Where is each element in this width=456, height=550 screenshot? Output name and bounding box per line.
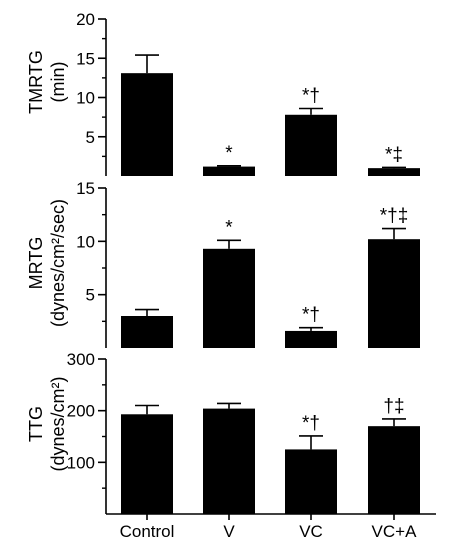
- mrtg-annotations: * *† *†‡: [225, 206, 408, 326]
- mrtg-annotation-vc: *†: [302, 305, 320, 326]
- x-label-control: Control: [120, 522, 175, 541]
- tmrtg-bar-control: [121, 73, 173, 176]
- tmrtg-ylabel-line2: (min): [48, 62, 68, 103]
- ttg-ylabel-line1: TTG: [26, 406, 46, 442]
- mrtg-bar-control: [121, 316, 173, 348]
- mrtg-bar-vc: [285, 330, 337, 348]
- ttg-bar-control: [121, 414, 173, 514]
- tmrtg-annotation-vc-a: *‡: [385, 144, 403, 165]
- mrtg-bar-v: [203, 248, 255, 348]
- tmrtg-annotation-vc: *†: [302, 85, 320, 106]
- ttg-ylabel-line2: (dynes/cm²): [48, 376, 68, 471]
- panel-tmrtg: * *† *‡ 5 10 15 20 TMRTG (min): [26, 10, 420, 176]
- ttg-annotations: *† †‡: [302, 396, 405, 434]
- ttg-annotation-vc-a: †‡: [383, 396, 404, 417]
- ttg-y-tick-label: 300: [67, 350, 95, 369]
- tmrtg-y-tick-label: 10: [76, 89, 95, 108]
- mrtg-y-tick-label: 15: [76, 179, 95, 198]
- mrtg-ylabel-line1: MRTG: [26, 237, 46, 290]
- x-axis: Control V VC VC+A: [106, 513, 436, 541]
- mrtg-annotation-v: *: [225, 217, 233, 238]
- ttg-bar-vc: [285, 449, 337, 514]
- tmrtg-annotations: * *† *‡: [225, 85, 403, 165]
- mrtg-bar-vc-a: [368, 239, 420, 348]
- mrtg-ylabel-line2: (dynes/cm²/sec): [48, 199, 68, 327]
- ttg-bar-v: [203, 408, 255, 514]
- tmrtg-ylabel-line1: TMRTG: [26, 50, 46, 114]
- tmrtg-y-axis: 5 10 15 20: [76, 10, 107, 176]
- tmrtg-y-tick-label: 20: [76, 10, 95, 29]
- ttg-bars: [121, 402, 420, 514]
- mrtg-annotation-vc-a: *†‡: [380, 206, 409, 227]
- mrtg-y-tick-label: 5: [86, 286, 95, 305]
- ttg-y-tick-label: 100: [67, 453, 95, 472]
- ttg-y-axis: 100 200 300: [67, 350, 107, 514]
- tmrtg-bar-vc-a: [368, 168, 420, 176]
- ttg-bar-vc-a: [368, 426, 420, 514]
- tmrtg-bar-v: [203, 166, 255, 176]
- mrtg-y-tick-label: 10: [76, 232, 95, 251]
- panel-ttg: *† †‡ 100 200 300 TTG (dynes/cm²): [26, 350, 420, 514]
- x-label-vc: VC: [299, 522, 323, 541]
- tmrtg-y-tick-label: 5: [86, 128, 95, 147]
- ttg-annotation-vc: *†: [302, 413, 320, 434]
- mrtg-y-axis: 5 10 15: [76, 179, 107, 348]
- x-label-vca: VC+A: [372, 522, 418, 541]
- panel-mrtg: * *† *†‡ 5 10 15 MRTG (dynes/cm²/sec): [26, 179, 420, 348]
- tmrtg-bars: [121, 54, 420, 176]
- mrtg-bars: [121, 227, 420, 348]
- tmrtg-y-tick-label: 15: [76, 49, 95, 68]
- tmrtg-annotation-v: *: [225, 143, 233, 164]
- tmrtg-bar-vc: [285, 114, 337, 176]
- x-axis-ticks: [106, 513, 436, 520]
- ttg-y-tick-label: 200: [67, 402, 95, 421]
- x-label-v: V: [223, 522, 235, 541]
